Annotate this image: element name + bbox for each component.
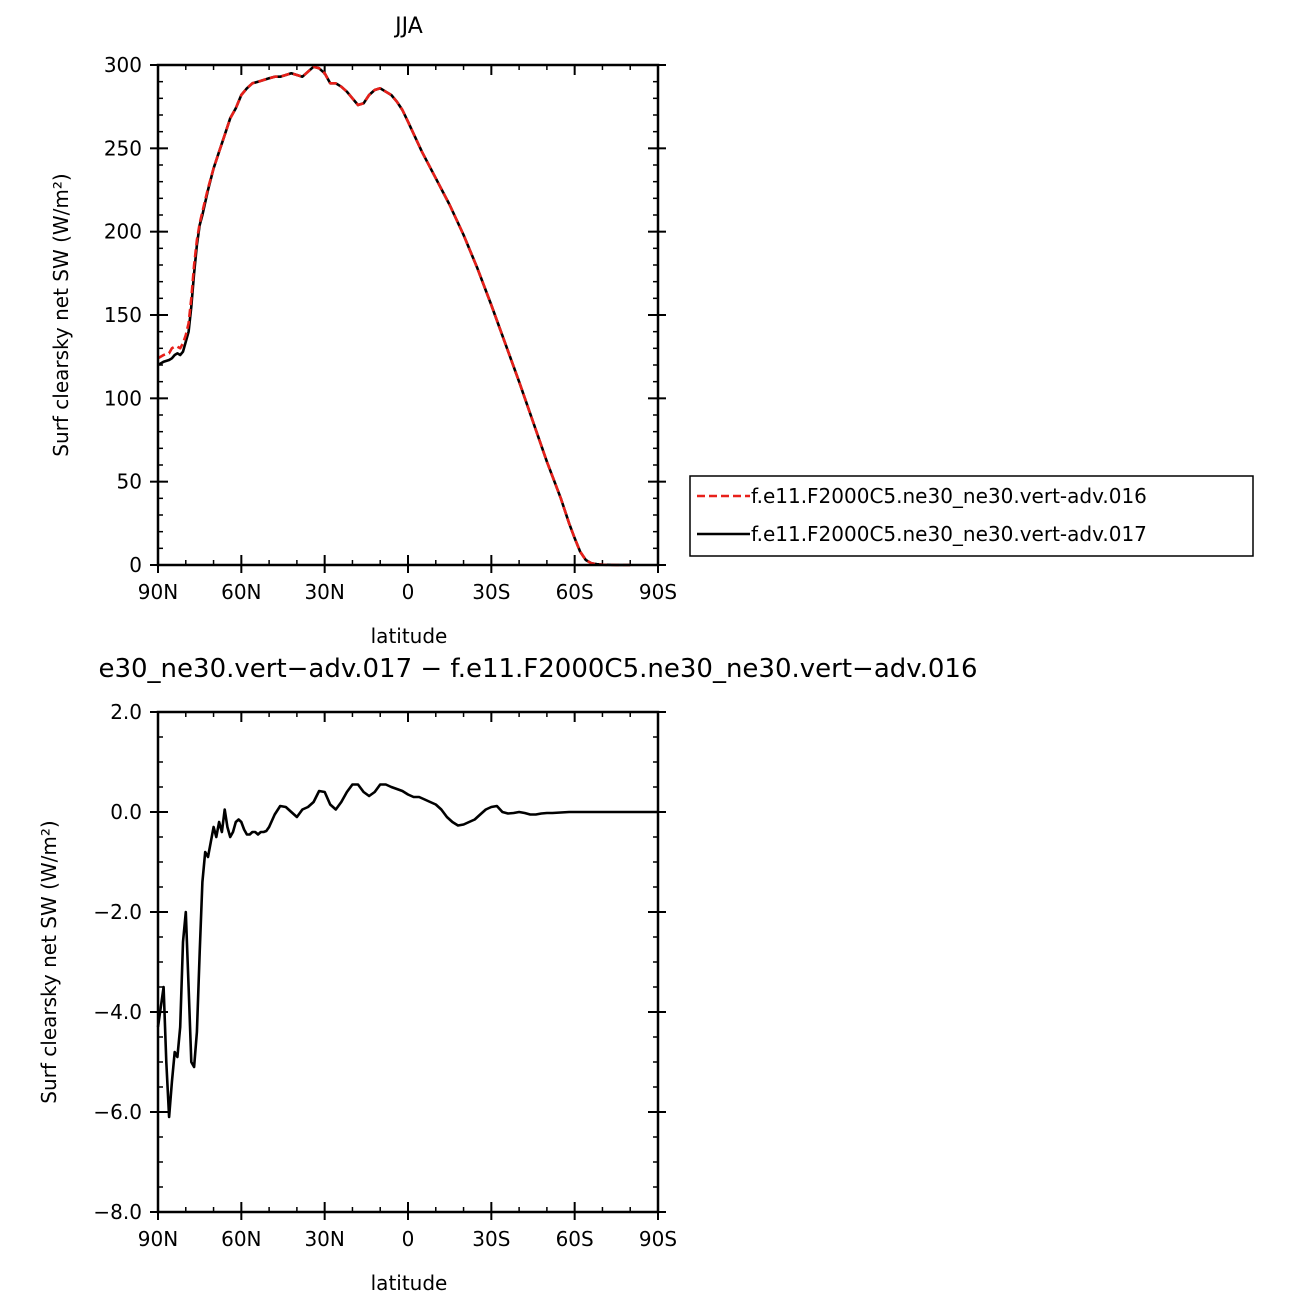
top-panel-series-lines <box>157 65 631 567</box>
x-tick-label: 90N <box>138 1227 178 1251</box>
legend: f.e11.F2000C5.ne30_ne30.vert-adv.016 f.e… <box>689 475 1254 557</box>
x-tick-label: 30N <box>304 1227 344 1251</box>
bottom-panel-plot-frame <box>156 710 660 1214</box>
x-tick-label: 30N <box>304 580 344 604</box>
x-tick-label: 60S <box>556 580 594 604</box>
x-tick-label: 90S <box>639 1227 677 1251</box>
series-line-0-0 <box>157 65 631 567</box>
series-line-0-1 <box>157 65 631 567</box>
y-tick-label: 2.0 <box>110 700 142 724</box>
bottom-panel-ticks: 90N 60N 30N 0 30S 60S 90S −8.0 −6.0 −4.0 −2.0 0.0 2.… <box>93 700 677 1251</box>
top-panel-ticks: 90N 60N 30N 0 30S 60S 90S 0 50 100 150 200 250 300 <box>104 53 677 604</box>
x-tick-label: 60N <box>221 1227 261 1251</box>
x-tick-label: 30S <box>472 1227 510 1251</box>
y-tick-label: −2.0 <box>93 900 142 924</box>
x-tick-label: 90N <box>138 580 178 604</box>
y-tick-label: −8.0 <box>93 1200 142 1224</box>
y-tick-label: 0.0 <box>110 800 142 824</box>
top-panel-x-axis-label: latitude <box>371 624 448 648</box>
legend-box <box>689 475 1254 557</box>
y-tick-label: 50 <box>117 470 142 494</box>
x-tick-label: 90S <box>639 580 677 604</box>
bottom-panel-title: e30_ne30.vert−adv.017 − f.e11.F2000C5.ne… <box>98 654 977 684</box>
x-tick-label: 60N <box>221 580 261 604</box>
bottom-panel-series-lines <box>156 783 658 1119</box>
y-tick-label: 0 <box>129 553 142 577</box>
bottom-panel: e30_ne30.vert−adv.017 − f.e11.F2000C5.ne… <box>37 654 978 1295</box>
y-tick-label: 200 <box>104 220 142 244</box>
bottom-panel-x-axis-label: latitude <box>371 1271 448 1295</box>
y-tick-label: −6.0 <box>93 1100 142 1124</box>
series-line-1-0 <box>156 783 658 1119</box>
y-tick-label: 150 <box>104 303 142 327</box>
x-tick-label: 60S <box>556 1227 594 1251</box>
y-tick-label: 300 <box>104 53 142 77</box>
x-tick-label: 0 <box>402 580 415 604</box>
y-tick-label: 250 <box>104 136 142 160</box>
top-panel-plot-frame <box>156 63 660 567</box>
top-panel-title: JJA <box>393 14 423 39</box>
legend-label-017: f.e11.F2000C5.ne30_ne30.vert-adv.017 <box>751 522 1147 546</box>
y-tick-label: −4.0 <box>93 1000 142 1024</box>
legend-label-016: f.e11.F2000C5.ne30_ne30.vert-adv.016 <box>751 484 1147 508</box>
top-panel: JJA Surf clearsky net SW (W/m²) latitude… <box>49 14 677 648</box>
top-panel-y-axis-label: Surf clearsky net SW (W/m²) <box>49 173 73 456</box>
x-tick-label: 30S <box>472 580 510 604</box>
x-tick-label: 0 <box>402 1227 415 1251</box>
y-tick-label: 100 <box>104 386 142 410</box>
bottom-panel-y-axis-label: Surf clearsky net SW (W/m²) <box>37 820 61 1103</box>
